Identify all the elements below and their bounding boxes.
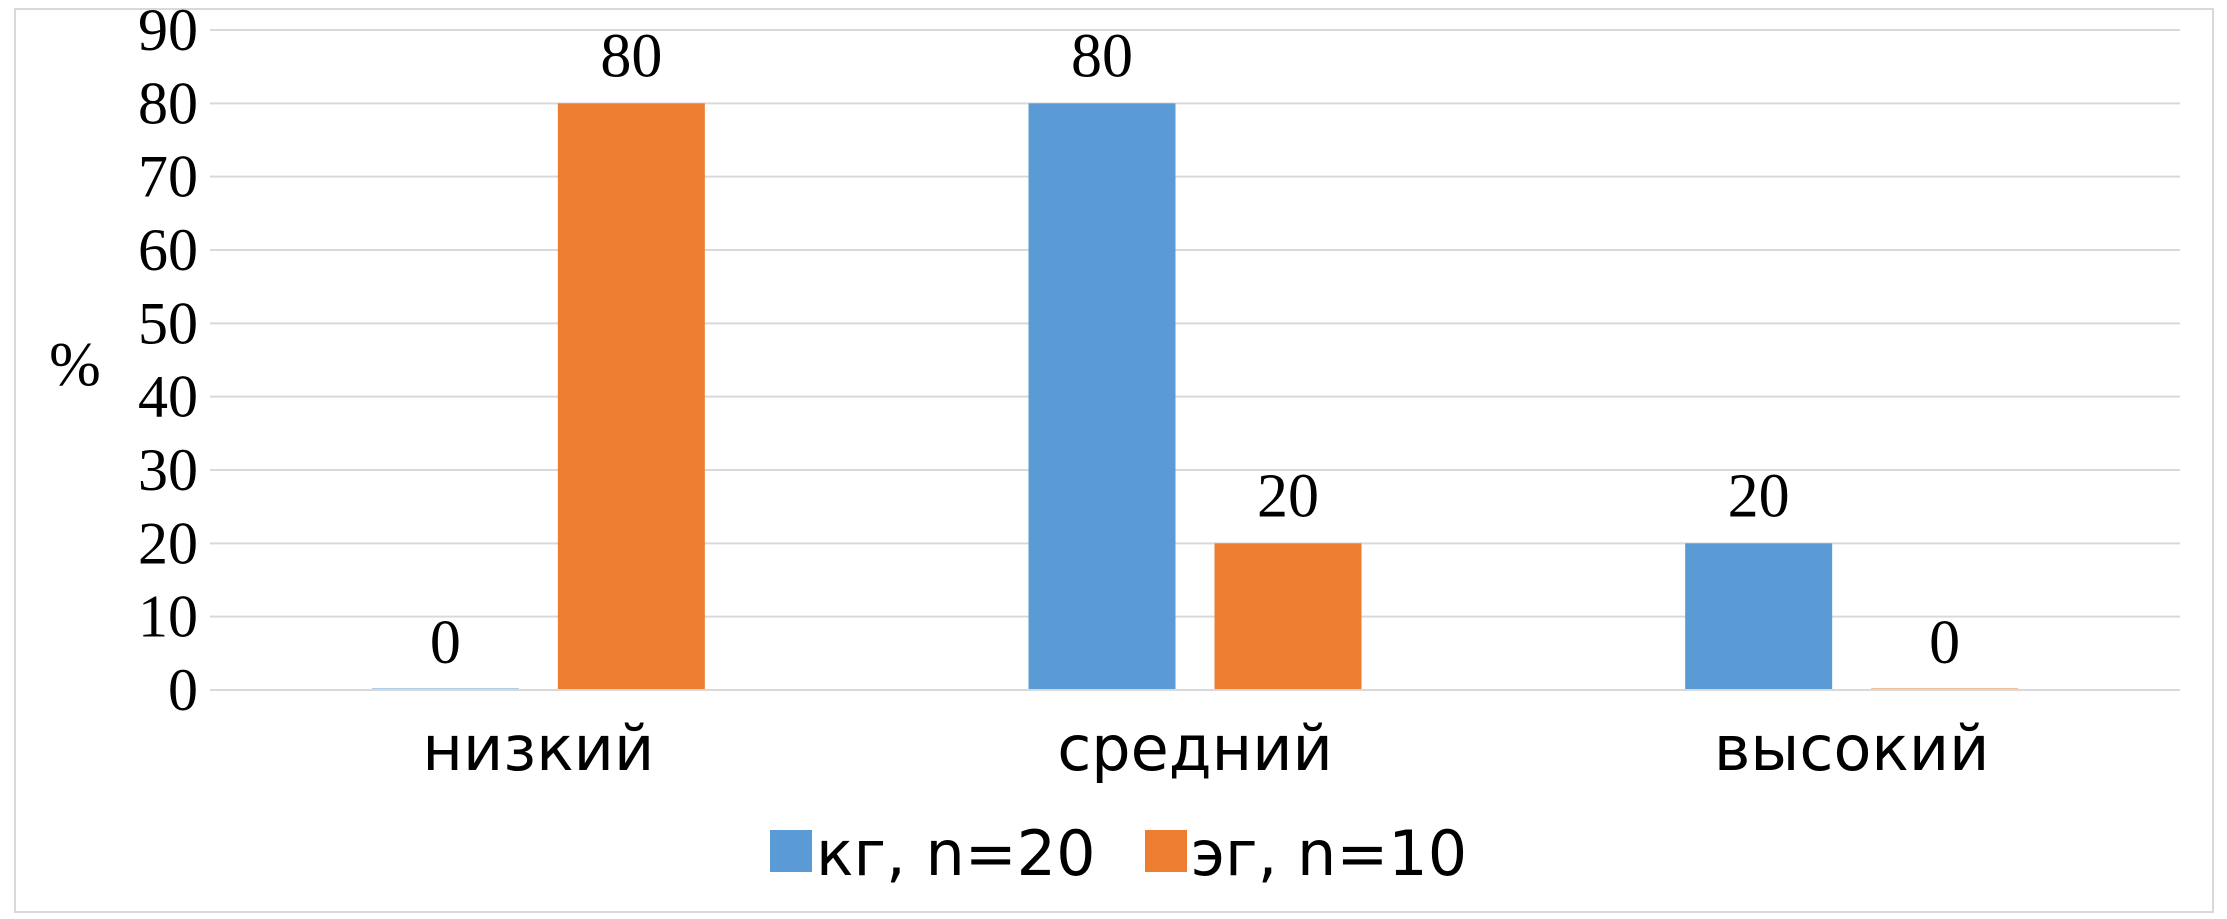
y-axis-tick-labels: 0 10 20 30 40 50 60 70 80 90 (138, 0, 198, 723)
y-tick-label: 40 (138, 364, 198, 430)
legend-swatch (770, 830, 812, 872)
data-label: 0 (1929, 609, 1960, 677)
data-label: 80 (600, 22, 662, 90)
legend-label: кг, n=20 (816, 817, 1096, 890)
bar-kg-1 (1028, 103, 1176, 691)
bar-eg-0 (557, 103, 705, 691)
y-tick-label: 90 (138, 0, 198, 63)
y-tick-label: 50 (138, 290, 198, 356)
y-tick-label: 30 (138, 437, 198, 503)
data-label: 20 (1257, 462, 1319, 530)
y-tick-label: 60 (138, 217, 198, 283)
bar-eg-1 (1214, 543, 1362, 690)
y-tick-label: 0 (168, 657, 198, 723)
y-axis-title: % (49, 331, 101, 399)
x-axis-category-labels: низкий средний высокий (422, 712, 1989, 785)
data-label: 80 (1071, 22, 1133, 90)
y-tick-label: 80 (138, 70, 198, 136)
category-label: низкий (422, 712, 654, 785)
data-labels: 0 80 80 20 20 0 (430, 22, 1960, 677)
legend-label: эг, n=10 (1191, 817, 1467, 890)
data-label: 20 (1728, 462, 1790, 530)
legend-swatch (1145, 830, 1187, 872)
y-tick-label: 70 (138, 144, 198, 210)
legend: кг, n=20 эг, n=10 (770, 817, 1467, 890)
data-label: 0 (430, 609, 461, 677)
y-tick-label: 10 (138, 584, 198, 650)
y-tick-label: 20 (138, 510, 198, 576)
category-label: высокий (1714, 712, 1990, 785)
category-label: средний (1057, 712, 1333, 785)
bar-kg-2 (1685, 543, 1833, 690)
gridlines (210, 29, 2180, 618)
bars (371, 103, 2019, 691)
